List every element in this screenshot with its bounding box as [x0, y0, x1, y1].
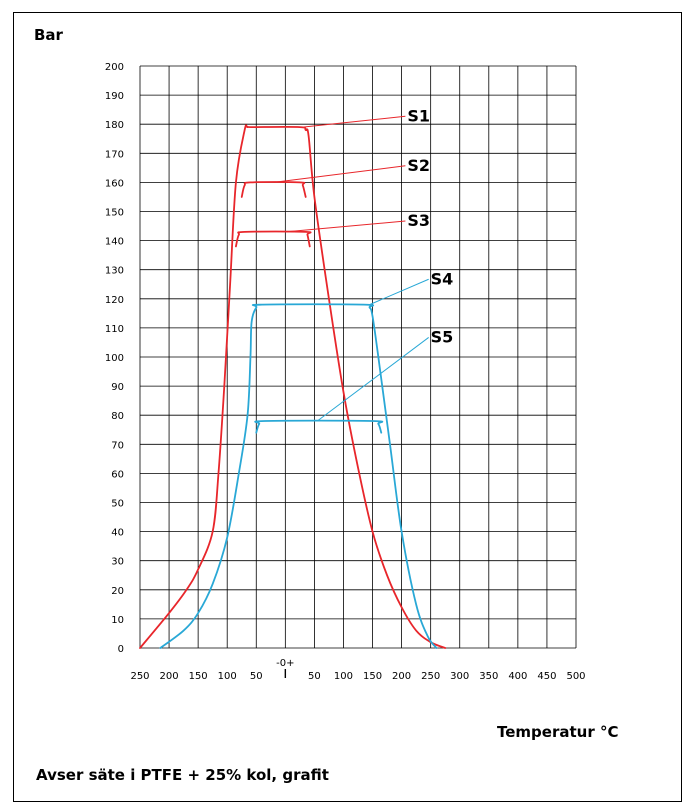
- x-tick-label: 50: [308, 671, 321, 682]
- annotation-label-s3: S3: [407, 211, 430, 230]
- y-tick-label: 70: [111, 440, 124, 451]
- annotation-label-s1: S1: [407, 106, 430, 125]
- y-tick-label: 60: [111, 469, 124, 480]
- series-lines: [140, 125, 445, 648]
- x-tick-label: 100: [334, 671, 353, 682]
- y-tick-label: 120: [105, 295, 124, 306]
- annotation-leader-s2: [274, 166, 406, 183]
- series-line-s2: [242, 182, 306, 197]
- annotation-leader-s3: [285, 221, 405, 232]
- y-tick-label: 10: [111, 615, 124, 626]
- annotation-leader-s1: [303, 116, 406, 127]
- y-tick-label: 140: [105, 237, 124, 248]
- y-tick-label: 100: [105, 353, 124, 364]
- series-line-s5: [255, 421, 382, 433]
- y-tick-label: 80: [111, 411, 124, 422]
- annotation-leader-s4: [370, 279, 429, 304]
- x-tick-label: 500: [566, 671, 585, 682]
- annotation-label-s2: S2: [407, 156, 430, 175]
- x-tick-label: 250: [421, 671, 440, 682]
- y-tick-label: 130: [105, 266, 124, 277]
- y-tick-labels: 0 10 20 30 40 50 60 70 80 90 100 110 120 130 140 150 160…: [105, 62, 124, 655]
- x-tick-label: 100: [218, 671, 237, 682]
- y-tick-label: 180: [105, 120, 124, 131]
- x-tick-label: 150: [363, 671, 382, 682]
- annotation-label-s5: S5: [431, 327, 454, 346]
- y-tick-label: 0: [118, 644, 124, 655]
- x-tick-label: 300: [450, 671, 469, 682]
- y-tick-label: 160: [105, 178, 124, 189]
- y-tick-label: 30: [111, 557, 124, 568]
- x-tick-label: 450: [537, 671, 556, 682]
- x-tick-label: 350: [479, 671, 498, 682]
- x-tick-label: 200: [392, 671, 411, 682]
- annotation-leader-s5: [317, 337, 428, 421]
- y-tick-label: 20: [111, 586, 124, 597]
- y-tick-label: 200: [105, 62, 124, 73]
- y-tick-label: 170: [105, 149, 124, 160]
- x-tick-label: 250: [130, 671, 149, 682]
- series-line-s4: [160, 304, 436, 648]
- y-tick-label: 150: [105, 208, 124, 219]
- y-tick-label: 40: [111, 528, 124, 539]
- x-tick-label: 50: [250, 671, 263, 682]
- y-tick-label: 190: [105, 91, 124, 102]
- series-line-s1: [140, 125, 445, 648]
- y-tick-label: 110: [105, 324, 124, 335]
- y-tick-label: 90: [111, 382, 124, 393]
- x-tick-label: 400: [508, 671, 527, 682]
- series-line-s3: [236, 232, 311, 247]
- x-tick-labels: 250 200 150 100 50 -0+ 50 100 150 200 250 300 350 400…: [130, 658, 585, 682]
- x-tick-label: -0+: [276, 658, 294, 669]
- y-tick-label: 50: [111, 499, 124, 510]
- annotation-label-s4: S4: [431, 269, 454, 288]
- x-tick-label: 150: [189, 671, 208, 682]
- grid: [140, 66, 576, 648]
- x-tick-label: 200: [160, 671, 179, 682]
